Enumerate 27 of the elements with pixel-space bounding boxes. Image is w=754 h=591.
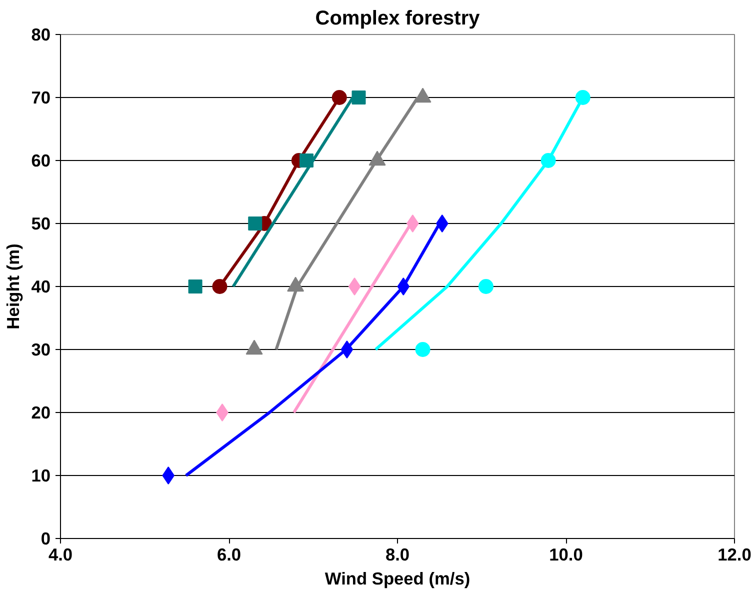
y-tick-label: 30	[31, 340, 51, 360]
y-tick-label: 20	[31, 402, 51, 422]
y-axis-title: Height (m)	[3, 244, 24, 330]
point	[415, 342, 430, 357]
point	[436, 214, 448, 232]
point	[332, 90, 347, 105]
y-tick-label: 10	[31, 466, 51, 486]
point	[248, 216, 262, 230]
point	[352, 90, 366, 104]
point	[212, 279, 228, 294]
x-axis-title: Wind Speed (m/s)	[324, 568, 470, 588]
point	[188, 280, 202, 294]
x-tick-label: 8.0	[385, 544, 410, 564]
y-tick-label: 40	[31, 276, 51, 296]
point	[478, 279, 494, 294]
y-tick-label: 80	[31, 24, 51, 44]
point	[162, 466, 175, 484]
y-tick-label: 60	[31, 150, 51, 170]
y-tick-label: 0	[40, 528, 51, 548]
x-tick-label: 12.0	[718, 544, 752, 564]
y-tick-label: 50	[31, 214, 51, 234]
x-tick-label: 4.0	[48, 544, 73, 564]
x-tick-label: 6.0	[216, 544, 242, 564]
y-tick-label: 70	[31, 88, 51, 108]
chart-title: Complex forestry	[315, 8, 481, 30]
x-tick-label: 10.0	[549, 544, 583, 564]
point	[348, 278, 361, 296]
